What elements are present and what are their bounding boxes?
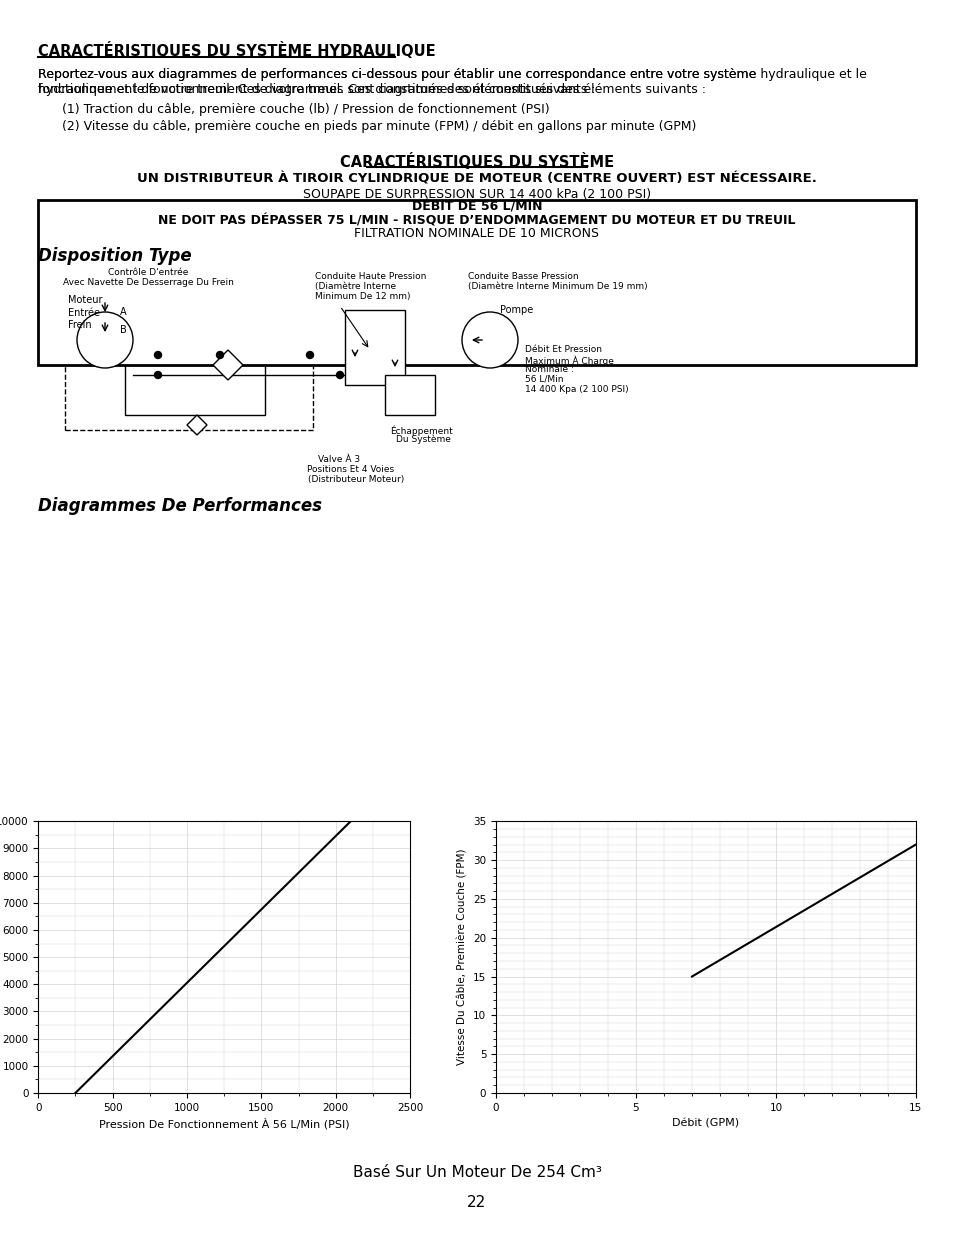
Text: (Diamètre Interne Minimum De 19 mm): (Diamètre Interne Minimum De 19 mm) (468, 282, 647, 291)
X-axis label: Pression De Fonctionnement À 56 L/Min (PSI): Pression De Fonctionnement À 56 L/Min (P… (99, 1118, 349, 1130)
Text: Moteur: Moteur (68, 295, 102, 305)
Text: Débit Et Pression: Débit Et Pression (524, 345, 601, 354)
Circle shape (336, 372, 343, 378)
Text: A: A (120, 308, 127, 317)
Circle shape (216, 352, 223, 358)
X-axis label: Débit (GPM): Débit (GPM) (672, 1118, 739, 1129)
Circle shape (77, 312, 132, 368)
Text: 56 L/Min: 56 L/Min (524, 375, 563, 384)
Text: Basé Sur Un Moteur De 254 Cm³: Basé Sur Un Moteur De 254 Cm³ (353, 1165, 600, 1179)
Bar (125, 305, 265, 415)
Circle shape (154, 372, 161, 378)
Text: Pompe: Pompe (499, 305, 533, 315)
Text: Minimum De 12 mm): Minimum De 12 mm) (314, 291, 410, 301)
Text: 22: 22 (467, 1195, 486, 1210)
Text: Disposition Type: Disposition Type (38, 247, 192, 266)
Text: 14 400 Kpa (2 100 PSI): 14 400 Kpa (2 100 PSI) (524, 385, 628, 394)
Bar (65, 282, 313, 430)
Text: NE DOIT PAS DÉPASSER 75 L/MIN - RISQUE D’ENDOMMAGEMENT DU MOTEUR ET DU TREUIL: NE DOIT PAS DÉPASSER 75 L/MIN - RISQUE D… (158, 214, 795, 227)
Bar (345, 310, 405, 385)
Text: Du Système: Du Système (395, 435, 451, 445)
Text: Échappement: Échappement (390, 425, 453, 436)
Circle shape (154, 352, 161, 358)
Text: SOUPAPE DE SURPRESSION SUR 14 400 kPa (2 100 PSI): SOUPAPE DE SURPRESSION SUR 14 400 kPa (2… (303, 188, 650, 201)
Text: Nominale :: Nominale : (524, 366, 574, 374)
Text: Diagrammes De Performances: Diagrammes De Performances (38, 496, 322, 515)
Bar (385, 375, 435, 415)
Y-axis label: Vitesse Du Câble, Première Couche (FPM): Vitesse Du Câble, Première Couche (FPM) (457, 848, 467, 1066)
Text: (1) Traction du câble, première couche (lb) / Pression de fonctionnement (PSI): (1) Traction du câble, première couche (… (62, 103, 549, 116)
Text: Entrée: Entrée (68, 308, 100, 317)
Polygon shape (213, 350, 243, 380)
Text: Maximum À Charge: Maximum À Charge (524, 354, 613, 366)
Text: Avec Navette De Desserrage Du Frein: Avec Navette De Desserrage Du Frein (63, 278, 233, 287)
Circle shape (306, 352, 314, 358)
Text: CARACTÉRISTIQUES DU SYSTÈME: CARACTÉRISTIQUES DU SYSTÈME (339, 153, 614, 170)
Text: Valve À 3: Valve À 3 (317, 454, 359, 464)
Text: (Diamètre Interne: (Diamètre Interne (314, 282, 395, 291)
Text: UN DISTRIBUTEUR À TIROIR CYLINDRIQUE DE MOTEUR (CENTRE OUVERT) EST NÉCESSAIRE.: UN DISTRIBUTEUR À TIROIR CYLINDRIQUE DE … (137, 173, 816, 186)
Bar (38, 200, 915, 366)
Text: CARACTÉRISTIQUES DU SYSTÈME HYDRAULIQUE: CARACTÉRISTIQUES DU SYSTÈME HYDRAULIQUE (38, 42, 436, 59)
Text: Positions Et 4 Voies: Positions Et 4 Voies (307, 466, 394, 474)
Text: (2) Vitesse du câble, première couche en pieds par minute (FPM) / débit en gallo: (2) Vitesse du câble, première couche en… (62, 120, 696, 133)
Text: Frein: Frein (68, 320, 91, 330)
Text: Conduite Haute Pression: Conduite Haute Pression (314, 272, 426, 282)
Text: Contrôle D'entrée: Contrôle D'entrée (108, 268, 188, 277)
Text: FILTRATION NOMINALE DE 10 MICRONS: FILTRATION NOMINALE DE 10 MICRONS (355, 227, 598, 240)
Text: (Distributeur Moteur): (Distributeur Moteur) (308, 475, 404, 484)
Text: Reportez-vous aux diagrammes de performances ci-dessous pour établir une corresp: Reportez-vous aux diagrammes de performa… (38, 68, 866, 96)
Text: Conduite Basse Pression: Conduite Basse Pression (468, 272, 578, 282)
Text: Reportez-vous aux diagrammes de performances ci-dessous pour établir une corresp: Reportez-vous aux diagrammes de performa… (38, 68, 756, 82)
Polygon shape (187, 415, 207, 435)
Text: hydraulique et le fonctionnement de votre treuil. Ces diagrammes sont constitués: hydraulique et le fonctionnement de votr… (38, 83, 705, 96)
Text: DÉBIT DE 56 L/MIN: DÉBIT DE 56 L/MIN (412, 201, 541, 214)
Circle shape (461, 312, 517, 368)
Text: B: B (120, 325, 127, 335)
